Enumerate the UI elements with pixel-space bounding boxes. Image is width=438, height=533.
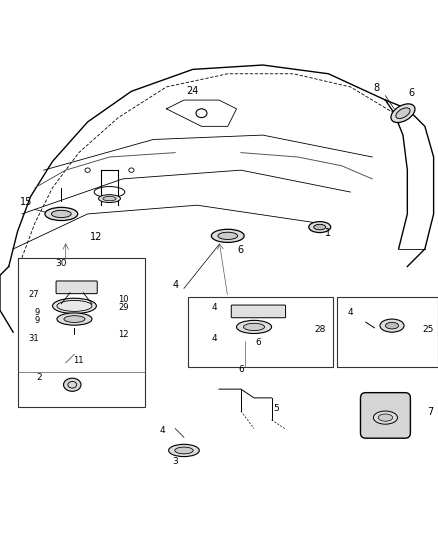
Ellipse shape xyxy=(57,313,92,325)
Ellipse shape xyxy=(396,108,410,118)
Text: 9: 9 xyxy=(34,317,39,326)
Text: 28: 28 xyxy=(314,325,325,334)
Text: 2: 2 xyxy=(37,374,42,382)
Bar xyxy=(188,297,333,367)
Ellipse shape xyxy=(218,232,237,239)
Text: 8: 8 xyxy=(374,83,380,93)
Text: 10: 10 xyxy=(118,295,129,303)
Text: 27: 27 xyxy=(29,290,39,299)
Text: 31: 31 xyxy=(29,334,39,343)
Text: 30: 30 xyxy=(56,260,67,269)
Ellipse shape xyxy=(169,445,199,457)
FancyBboxPatch shape xyxy=(360,393,410,438)
FancyBboxPatch shape xyxy=(231,305,286,318)
Ellipse shape xyxy=(52,211,71,217)
Text: 4: 4 xyxy=(212,303,217,312)
Ellipse shape xyxy=(314,224,326,230)
Ellipse shape xyxy=(385,322,399,329)
Ellipse shape xyxy=(45,207,78,221)
Text: 6: 6 xyxy=(238,245,244,255)
Text: 24: 24 xyxy=(187,86,199,96)
FancyBboxPatch shape xyxy=(56,281,97,294)
Text: 15: 15 xyxy=(20,197,32,207)
Ellipse shape xyxy=(380,319,404,332)
Ellipse shape xyxy=(378,414,392,421)
Ellipse shape xyxy=(53,298,96,313)
Text: 9: 9 xyxy=(34,308,39,317)
Text: 29: 29 xyxy=(118,303,129,312)
Ellipse shape xyxy=(175,447,193,454)
Ellipse shape xyxy=(64,316,85,322)
Ellipse shape xyxy=(99,195,120,203)
Ellipse shape xyxy=(373,411,398,424)
Text: 6: 6 xyxy=(238,365,244,374)
Text: 6: 6 xyxy=(409,88,415,98)
Ellipse shape xyxy=(211,229,244,243)
Text: 6: 6 xyxy=(255,338,261,348)
Ellipse shape xyxy=(64,378,81,391)
Ellipse shape xyxy=(103,197,116,201)
Text: 12: 12 xyxy=(90,232,102,242)
Text: 4: 4 xyxy=(348,308,353,317)
Text: 7: 7 xyxy=(427,407,434,417)
Text: 4: 4 xyxy=(172,280,178,290)
Text: 11: 11 xyxy=(74,356,84,365)
Ellipse shape xyxy=(391,104,415,123)
Text: 1: 1 xyxy=(325,228,332,238)
Text: 12: 12 xyxy=(118,329,129,338)
Bar xyxy=(337,297,438,367)
Bar xyxy=(18,258,145,407)
Text: 25: 25 xyxy=(422,325,434,334)
Text: 4: 4 xyxy=(159,426,165,435)
Ellipse shape xyxy=(237,320,272,334)
Text: 3: 3 xyxy=(172,457,178,466)
Ellipse shape xyxy=(244,324,265,330)
Text: 5: 5 xyxy=(273,404,279,413)
Text: 4: 4 xyxy=(212,334,217,343)
Ellipse shape xyxy=(309,222,331,232)
